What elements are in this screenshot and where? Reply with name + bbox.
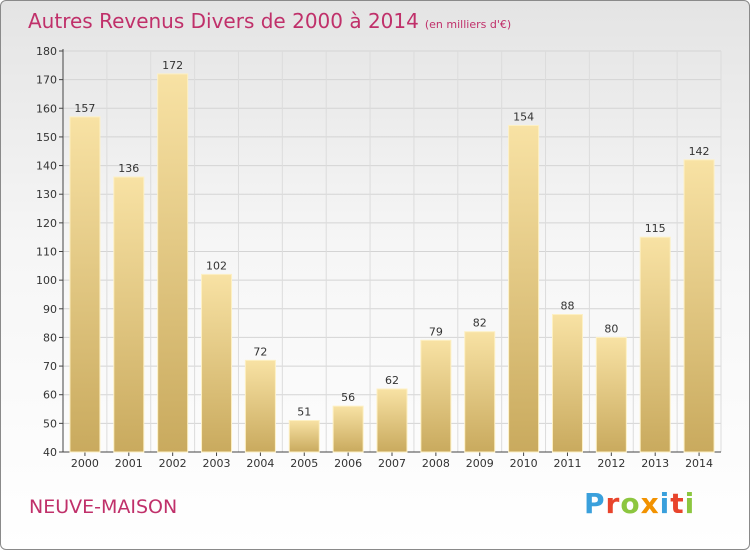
proxiti-logo: Proxiti — [584, 487, 695, 520]
bar-2010 — [508, 124, 540, 453]
x-tick-label-2000: 2000 — [71, 457, 99, 470]
x-tick-label-2012: 2012 — [597, 457, 625, 470]
value-label-2010: 154 — [513, 110, 534, 123]
chart-subtitle: (en milliers d'€) — [424, 18, 512, 31]
value-label-2009: 82 — [473, 317, 487, 330]
logo-letter: P — [584, 487, 606, 520]
x-tick-label-2006: 2006 — [334, 457, 362, 470]
bar-2005 — [288, 419, 320, 453]
value-label-2011: 88 — [560, 300, 574, 313]
chart-title-text: Autres Revenus Divers de 2000 à 2014 — [28, 9, 419, 33]
bar-2012 — [595, 336, 627, 453]
value-label-2014: 142 — [689, 145, 710, 158]
y-tick-label: 150 — [36, 131, 57, 144]
x-tick-label-2014: 2014 — [685, 457, 713, 470]
value-label-2000: 157 — [74, 102, 95, 115]
value-label-2012: 80 — [604, 322, 618, 335]
x-tick-label-2008: 2008 — [422, 457, 450, 470]
bar-2009 — [464, 331, 496, 453]
x-tick-label-2010: 2010 — [510, 457, 538, 470]
y-tick-label: 50 — [43, 417, 57, 430]
value-label-2004: 72 — [253, 345, 267, 358]
bar-2003 — [201, 273, 233, 453]
y-tick-label: 40 — [43, 446, 57, 459]
y-tick-label: 120 — [36, 217, 57, 230]
bar-2014 — [683, 159, 715, 453]
logo-letter: r — [605, 487, 621, 520]
value-label-2006: 56 — [341, 391, 355, 404]
y-tick-label: 90 — [43, 303, 57, 316]
y-tick-label: 80 — [43, 331, 57, 344]
bar-2000 — [69, 116, 101, 453]
x-tick-label-2011: 2011 — [553, 457, 581, 470]
x-tick-label-2013: 2013 — [641, 457, 669, 470]
value-label-2001: 136 — [118, 162, 139, 175]
y-tick-label: 70 — [43, 360, 57, 373]
logo-letter: t — [670, 487, 685, 520]
logo-letter: i — [659, 487, 671, 520]
y-tick-label: 170 — [36, 74, 57, 87]
value-label-2007: 62 — [385, 374, 399, 387]
bar-2004 — [244, 359, 276, 453]
value-label-2013: 115 — [645, 222, 666, 235]
bar-2001 — [113, 176, 145, 453]
x-tick-label-2007: 2007 — [378, 457, 406, 470]
bar-2008 — [420, 339, 452, 453]
y-tick-label: 110 — [36, 246, 57, 259]
x-tick-label-2001: 2001 — [115, 457, 143, 470]
bar-2006 — [332, 405, 364, 453]
chart-title: Autres Revenus Divers de 2000 à 2014 (en … — [28, 9, 511, 33]
y-tick-label: 180 — [36, 45, 57, 58]
x-tick-label-2009: 2009 — [466, 457, 494, 470]
x-tick-label-2005: 2005 — [290, 457, 318, 470]
place-name: NEUVE-MAISON — [29, 496, 178, 518]
value-label-2002: 172 — [162, 59, 183, 72]
value-label-2008: 79 — [429, 325, 443, 338]
y-tick-label: 100 — [36, 274, 57, 287]
logo-letter: x — [640, 487, 660, 520]
y-tick-label: 160 — [36, 102, 57, 115]
y-tick-label: 60 — [43, 389, 57, 402]
x-tick-label-2003: 2003 — [203, 457, 231, 470]
y-tick-label: 130 — [36, 188, 57, 201]
bar-2013 — [639, 236, 671, 453]
bar-2002 — [157, 73, 189, 453]
x-tick-label-2004: 2004 — [246, 457, 274, 470]
value-label-2003: 102 — [206, 259, 227, 272]
bar-2011 — [551, 314, 583, 453]
x-tick-label-2002: 2002 — [159, 457, 187, 470]
value-label-2005: 51 — [297, 405, 311, 418]
y-tick-label: 140 — [36, 160, 57, 173]
bars — [69, 73, 715, 453]
logo-letter: o — [620, 487, 641, 520]
value-labels: 157 136 172 102 72 51 56 62 79 82 154 88 80 115 142 — [74, 59, 709, 419]
bar-2007 — [376, 388, 408, 453]
logo-letter: i — [684, 487, 696, 520]
